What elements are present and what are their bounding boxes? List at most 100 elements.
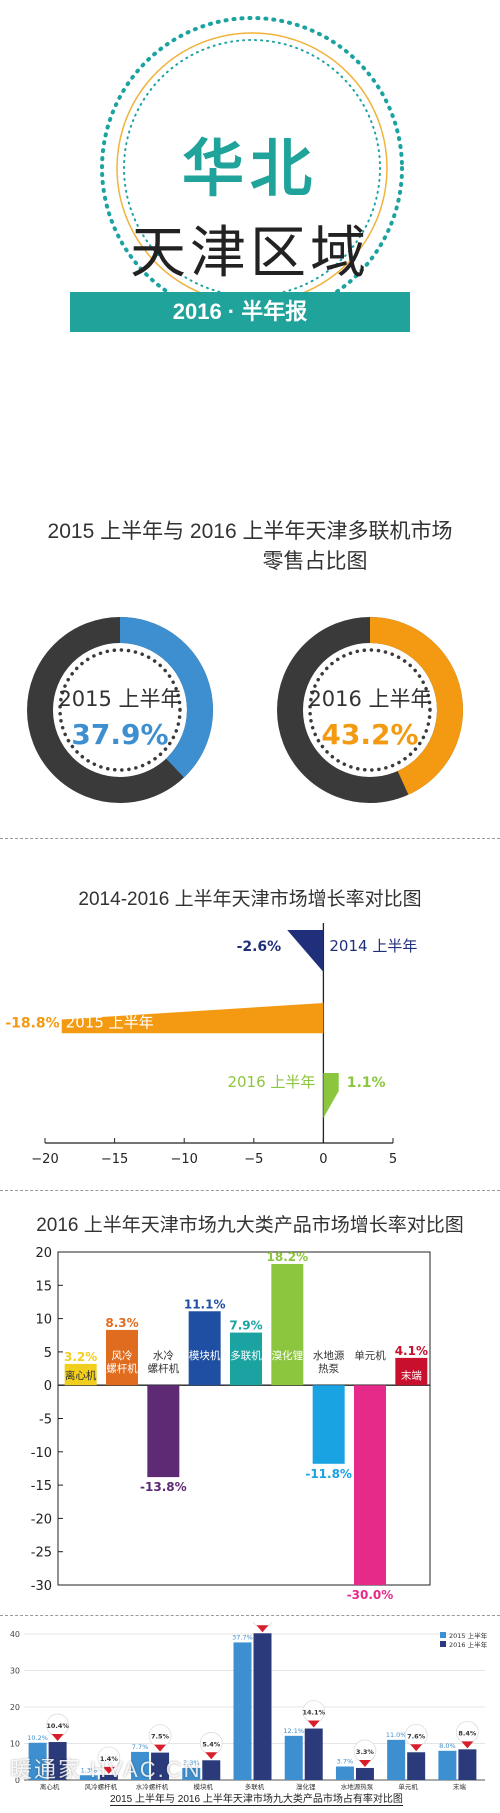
share-bar [387, 1739, 406, 1780]
section3-title: 2016 上半年天津市场九大类产品市场增长率对比图 [36, 1215, 464, 1236]
share-value-label: 8.4% [458, 1729, 477, 1737]
share-bar [131, 1751, 150, 1780]
bar-value-label: 4.1% [395, 1344, 428, 1358]
growth-bar [312, 1385, 345, 1464]
y-tick-label: -30 [31, 1579, 52, 1594]
share-category-label: 单元机 [398, 1782, 418, 1791]
growth-bar [287, 930, 324, 972]
x-tick-label: −10 [170, 1152, 197, 1167]
x-tick-label: −20 [31, 1152, 58, 1167]
bar-value-label: 3.2% [64, 1350, 97, 1364]
growth-bar [61, 1003, 324, 1034]
growth-category-label: 2016 上半年 [227, 1073, 315, 1091]
share-category-label: 多联机 [245, 1782, 265, 1791]
share-value-label: 12.1% [283, 1727, 304, 1735]
bar-category-label: 单元机 [354, 1349, 386, 1362]
growth-bar [230, 1332, 262, 1386]
donut-dots [58, 648, 182, 772]
bar-category-label: 溴化锂 [272, 1349, 304, 1362]
share-value-label: 11.0% [386, 1731, 407, 1739]
donut-label: 2016 上半年 [308, 687, 431, 711]
section2-title: 2014-2016 上半年天津市场增长率对比图 [78, 889, 422, 910]
share-bar [355, 1767, 374, 1780]
banner-text: 2016 · 半年报 [172, 299, 308, 324]
share-value-label: 7.6% [407, 1732, 426, 1740]
share-category-label: 水冷螺杆机 [136, 1782, 169, 1791]
legend-swatch [440, 1632, 446, 1638]
share-value-label: 1.3% [81, 1766, 98, 1774]
legend-label: 2015 上半年 [449, 1631, 488, 1640]
growth-bar [188, 1311, 221, 1386]
y-tick-label: 30 [10, 1667, 20, 1676]
donut-dots [308, 648, 432, 772]
share-pointer [461, 1741, 474, 1749]
growth-value-label: 1.1% [347, 1075, 386, 1091]
share-pointer [205, 1752, 218, 1760]
share-bar [458, 1749, 477, 1780]
growth-bar [395, 1357, 428, 1386]
y-tick-label: 5 [44, 1346, 52, 1361]
bar-category-label: 螺杆机 [106, 1362, 138, 1375]
share-pointer [51, 1734, 64, 1742]
share-value-label: 5.4% [202, 1740, 221, 1748]
y-tick-label: 0 [15, 1776, 20, 1785]
bar-category-label: 末端 [401, 1369, 422, 1382]
x-tick-label: −5 [244, 1152, 263, 1167]
share-value-label: 1.4% [100, 1755, 119, 1763]
bar-value-label: 7.9% [229, 1319, 262, 1333]
share-pointer [102, 1766, 115, 1774]
x-tick-label: 5 [389, 1152, 397, 1167]
share-value-label: 3.7% [337, 1757, 354, 1765]
y-tick-label: -25 [31, 1546, 52, 1561]
y-tick-label: -5 [39, 1413, 52, 1428]
header-line2: 天津区域 [130, 221, 370, 284]
section4-title: 2015 上半年与 2016 上半年天津市场九大类产品市场占有率对比图 [110, 1790, 403, 1806]
growth-value-label: -18.8% [5, 1015, 59, 1031]
growth-bar [147, 1385, 180, 1478]
watermark: 暖通家 HVAC.CN [10, 1757, 202, 1782]
bar-category-label: 模块机 [189, 1349, 221, 1362]
y-tick-label: -20 [31, 1512, 52, 1527]
growth-category-label: 2014 上半年 [329, 937, 417, 955]
growth-value-label: -2.6% [237, 939, 282, 955]
share-bar [28, 1742, 47, 1780]
x-tick-label: −15 [101, 1152, 128, 1167]
share-bar [304, 1728, 323, 1780]
divider-1 [0, 838, 500, 839]
section1-title-line2: 零售占比图 [262, 550, 368, 573]
share-pointer [358, 1759, 371, 1767]
share-value-label: 8.0% [439, 1742, 456, 1750]
share-pointer [154, 1744, 167, 1752]
product-growth-chart: 20 15 10 5 0 -5 -10 -15 -20 -25 -30 3.2% 离心机 8.3% 风冷螺杆… [31, 1246, 431, 1600]
bar-value-label: -11.8% [305, 1467, 352, 1481]
share-bar [48, 1742, 67, 1780]
bar-value-label: -30.0% [347, 1588, 394, 1600]
growth-bar [271, 1263, 304, 1386]
bar-category-label: 螺杆机 [148, 1362, 180, 1375]
y-tick-label: 15 [35, 1279, 52, 1294]
share-value-label: 7.7% [132, 1743, 149, 1751]
share-value-label: 10.4% [46, 1722, 69, 1730]
donut-value: 43.2% [321, 718, 418, 751]
share-bar [79, 1775, 98, 1780]
legend-label: 2016 上半年 [449, 1640, 488, 1649]
donut-charts: 2015 上半年 37.9% 2016 上半年 43.2% [27, 617, 463, 803]
growth-bar [354, 1385, 386, 1585]
share-bar [202, 1760, 221, 1780]
donut-segment [27, 617, 213, 803]
share-bar [253, 1633, 272, 1780]
bar-category-label: 离心机 [65, 1369, 97, 1382]
bar-category-label: 水地源 [313, 1349, 345, 1362]
growth-bar [64, 1363, 97, 1386]
divider-3 [0, 1615, 500, 1616]
growth-category-label: 2015 上半年 [66, 1013, 154, 1031]
share-value-label: 14.1% [302, 1709, 325, 1717]
growth-bar [106, 1329, 138, 1386]
y-tick-label: -15 [31, 1479, 52, 1494]
share-bar [284, 1735, 303, 1780]
y-tick-label: -10 [31, 1446, 52, 1461]
y-tick-label: 20 [10, 1703, 20, 1712]
bar-category-label: 多联机 [230, 1349, 262, 1362]
share-pointer [410, 1744, 423, 1752]
